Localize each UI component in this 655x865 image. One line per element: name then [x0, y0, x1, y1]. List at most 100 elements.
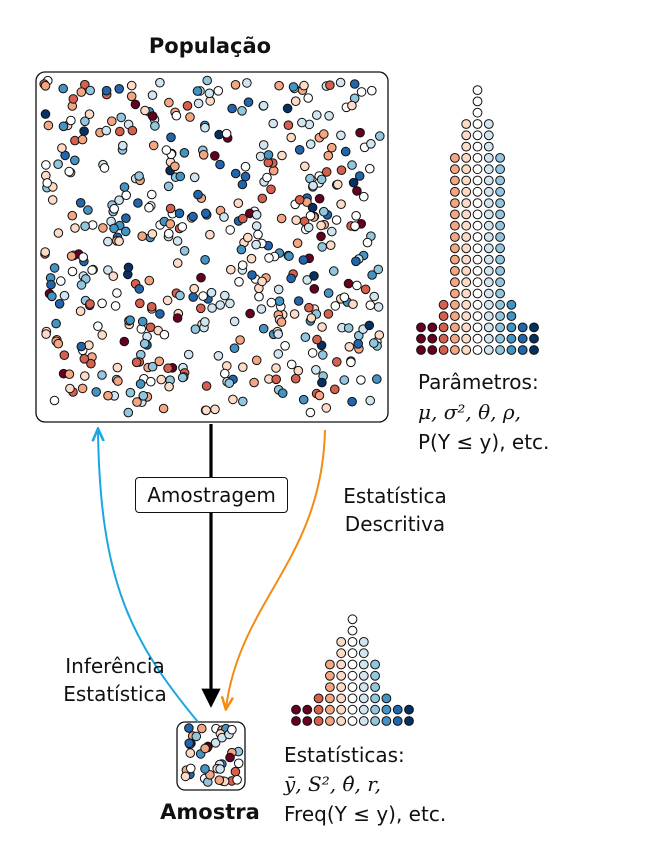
histogram-dot [483, 345, 494, 355]
histogram-dot [325, 682, 335, 692]
population-dot [196, 272, 206, 283]
histogram-dot [347, 670, 358, 681]
population-dot [166, 132, 176, 143]
population-dot [258, 140, 269, 150]
histogram-dot [483, 322, 494, 333]
histogram-dot [450, 164, 460, 175]
histogram-dot [506, 311, 517, 322]
histogram-dot [461, 119, 472, 129]
population-dot [174, 208, 185, 219]
population-dot [305, 407, 316, 418]
population-dot [311, 365, 321, 375]
sample-dot [184, 723, 194, 733]
population-dot [163, 363, 173, 374]
population-title: População [148, 34, 272, 58]
descriptive-label: Estatística Descritiva [320, 482, 470, 538]
population-dot [172, 258, 183, 268]
population-dot [282, 103, 293, 114]
population-dot [369, 338, 379, 348]
histogram-dot [291, 716, 301, 726]
population-dot [177, 222, 188, 232]
parameters-symbols: μ, σ², θ, ρ, [418, 400, 521, 424]
population-dot [49, 395, 60, 406]
population-dot [317, 377, 327, 388]
population-dot [306, 313, 317, 323]
population-dot [307, 202, 318, 213]
population-dot [319, 129, 329, 139]
histogram-dot [438, 322, 449, 333]
population-dot [249, 377, 259, 388]
population-dot [114, 236, 124, 246]
histogram-dot [325, 693, 335, 704]
population-dot [347, 160, 357, 170]
population-dot [179, 246, 190, 256]
histogram-dot [495, 186, 506, 197]
population-dot [348, 177, 359, 188]
population-dot [266, 297, 277, 308]
population-dot [185, 112, 195, 122]
population-dot [132, 397, 142, 407]
population-dot [134, 284, 145, 294]
population-dot [150, 121, 160, 131]
population-dot [75, 198, 86, 208]
histogram-dot [461, 130, 472, 141]
population-dot [162, 295, 173, 306]
statistics-symbols: ȳ, S², θ̂, r, [284, 772, 381, 796]
histogram-dot [483, 243, 494, 254]
population-dot [333, 179, 343, 190]
histogram-dot [517, 322, 528, 333]
population-dot [159, 329, 170, 340]
population-dot [316, 174, 327, 185]
population-dot [312, 334, 322, 345]
population-dot [273, 349, 284, 359]
population-dot [119, 336, 130, 347]
population-dot [131, 357, 142, 368]
sample-dot [214, 775, 225, 786]
population-dot [294, 145, 305, 155]
histogram-dot [472, 85, 483, 95]
sample-dot [197, 723, 207, 734]
population-dot [256, 304, 267, 314]
sample-dot [233, 758, 244, 769]
histogram-dot [472, 243, 483, 254]
population-dot [344, 342, 355, 352]
population-dot [84, 109, 95, 119]
histogram-dot [404, 716, 414, 726]
population-dot [165, 219, 176, 229]
population-dot [101, 125, 112, 136]
population-dot [109, 204, 119, 214]
population-dot [314, 390, 325, 401]
population-dot [67, 210, 78, 221]
population-dot [91, 387, 101, 397]
histogram-dot [472, 254, 483, 265]
population-dot [80, 371, 90, 381]
population-dot [325, 240, 336, 250]
population-dot [353, 339, 364, 349]
population-dot [164, 381, 174, 392]
population-dot [372, 374, 382, 384]
population-dot [292, 238, 303, 248]
histogram-dot [472, 130, 483, 141]
histogram-dot [461, 288, 472, 299]
inference-label-line-1: Inferência [65, 654, 165, 678]
sample-histogram [291, 614, 414, 726]
population-dot [286, 132, 297, 143]
population-dot [201, 405, 211, 416]
descriptive-label-line-1: Estatística [343, 484, 447, 508]
population-dot [210, 404, 220, 415]
histogram-dot [517, 333, 528, 344]
sample-dot [210, 738, 221, 748]
population-dot [253, 229, 263, 240]
population-dot [316, 231, 326, 242]
population-dot [233, 198, 244, 208]
population-dot [83, 205, 93, 215]
population-dot [324, 111, 334, 121]
population-dot [297, 117, 307, 128]
population-dot [139, 338, 150, 349]
population-dot [332, 357, 342, 367]
population-dot [138, 391, 149, 401]
histogram-dot [347, 716, 358, 726]
histogram-dot [472, 266, 483, 276]
histogram-dot [495, 243, 506, 254]
histogram-dot [472, 141, 483, 152]
